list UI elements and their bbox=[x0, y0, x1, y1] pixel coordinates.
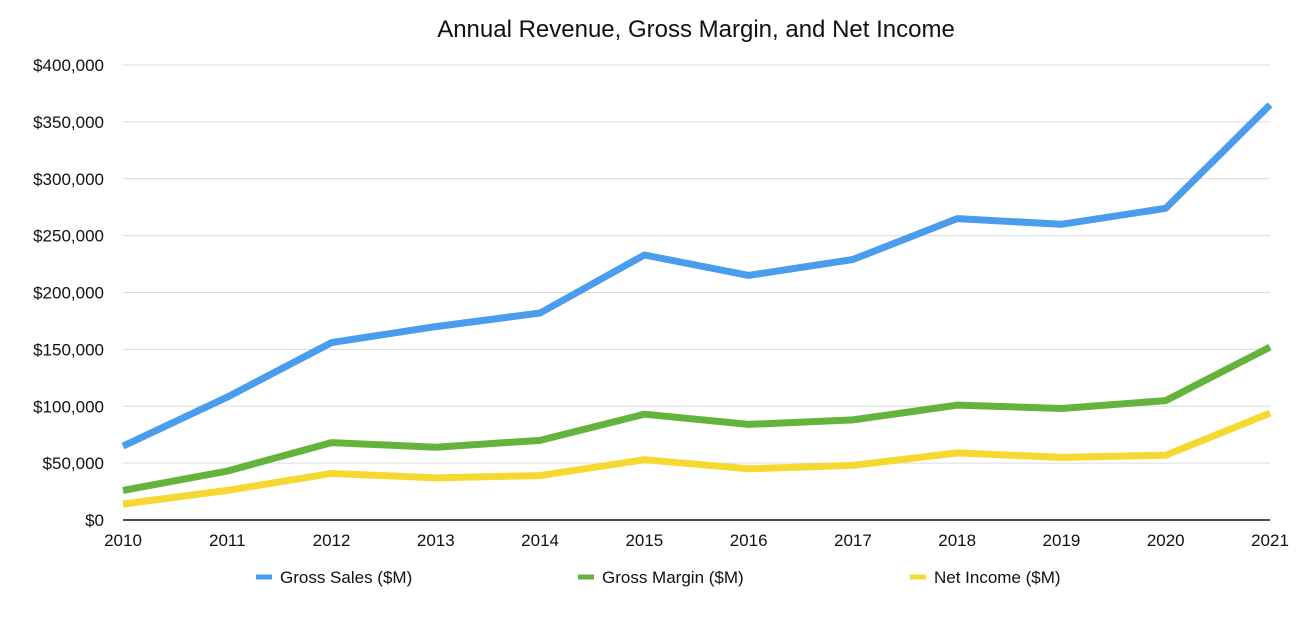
x-tick-label: 2017 bbox=[834, 531, 872, 550]
y-tick-label: $100,000 bbox=[33, 397, 104, 416]
legend: Gross Sales ($M) Gross Margin ($M) Net Inc… bbox=[256, 568, 1061, 587]
y-tick-label: $350,000 bbox=[33, 113, 104, 132]
series-line-2 bbox=[122, 409, 1272, 508]
x-tick-label: 2013 bbox=[417, 531, 455, 550]
x-tick-label: 2021 bbox=[1251, 531, 1289, 550]
legend-item: Gross Sales ($M) bbox=[256, 568, 412, 587]
legend-label: Gross Sales ($M) bbox=[280, 568, 412, 587]
x-tick-label: 2019 bbox=[1043, 531, 1081, 550]
x-tick-label: 2014 bbox=[521, 531, 559, 550]
y-tick-label: $400,000 bbox=[33, 56, 104, 75]
y-tick-label: $200,000 bbox=[33, 284, 104, 303]
y-tick-label: $300,000 bbox=[33, 170, 104, 189]
series-lines bbox=[121, 102, 1273, 508]
legend-label: Net Income ($M) bbox=[934, 568, 1061, 587]
x-tick-label: 2016 bbox=[730, 531, 768, 550]
x-tick-label: 2015 bbox=[625, 531, 663, 550]
y-tick-label: $50,000 bbox=[43, 454, 104, 473]
x-tick-label: 2010 bbox=[104, 531, 142, 550]
series-line-1 bbox=[122, 343, 1272, 494]
y-tick-label: $250,000 bbox=[33, 227, 104, 246]
chart-title: Annual Revenue, Gross Margin, and Net In… bbox=[437, 16, 955, 43]
x-tick-label: 2012 bbox=[313, 531, 351, 550]
x-tick-label: 2011 bbox=[209, 531, 246, 550]
legend-item: Net Income ($M) bbox=[910, 568, 1061, 587]
axes: $0 $50,000 $100,000 $150,000 $200,000 $250,00… bbox=[33, 56, 1289, 550]
series-line-0 bbox=[121, 102, 1273, 450]
y-tick-label: $0 bbox=[85, 511, 104, 530]
legend-item: Gross Margin ($M) bbox=[578, 568, 744, 587]
y-tick-label: $150,000 bbox=[33, 340, 104, 359]
x-tick-label: 2020 bbox=[1147, 531, 1185, 550]
x-tick-label: 2018 bbox=[938, 531, 976, 550]
legend-label: Gross Margin ($M) bbox=[602, 568, 744, 587]
